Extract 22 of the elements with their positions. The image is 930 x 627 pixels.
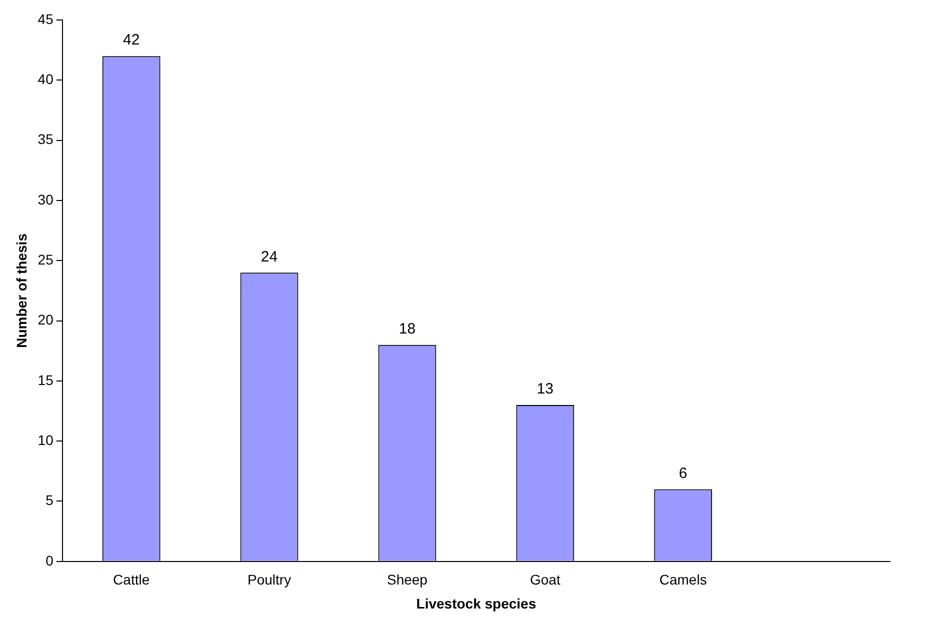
x-tick-label: Goat <box>530 572 560 588</box>
x-tick-label: Sheep <box>386 572 428 588</box>
y-tick-label: 0 <box>46 552 54 568</box>
y-tick-label: 35 <box>38 131 54 148</box>
data-label: 13 <box>536 380 554 398</box>
y-tick-label: 25 <box>38 251 54 268</box>
x-axis-title: Livestock species <box>416 595 536 612</box>
x-tick-label: Cattle <box>113 572 150 588</box>
data-label: 42 <box>122 32 140 49</box>
data-label: 18 <box>398 320 416 338</box>
y-tick-label: 20 <box>38 312 54 328</box>
y-axis-title: Number of thesis <box>13 233 30 348</box>
data-label: 24 <box>260 248 278 266</box>
y-tick-label: 45 <box>38 10 54 27</box>
y-tick-label: 5 <box>46 492 54 508</box>
y-tick-label: 15 <box>38 372 54 388</box>
x-tick-label: Camels <box>659 572 707 588</box>
y-tick-label: 10 <box>38 432 54 448</box>
y-tick-label: 40 <box>38 71 54 88</box>
y-tick-label: 30 <box>38 191 54 208</box>
data-label: 6 <box>678 464 688 482</box>
x-tick-label: Poultry <box>247 572 292 588</box>
